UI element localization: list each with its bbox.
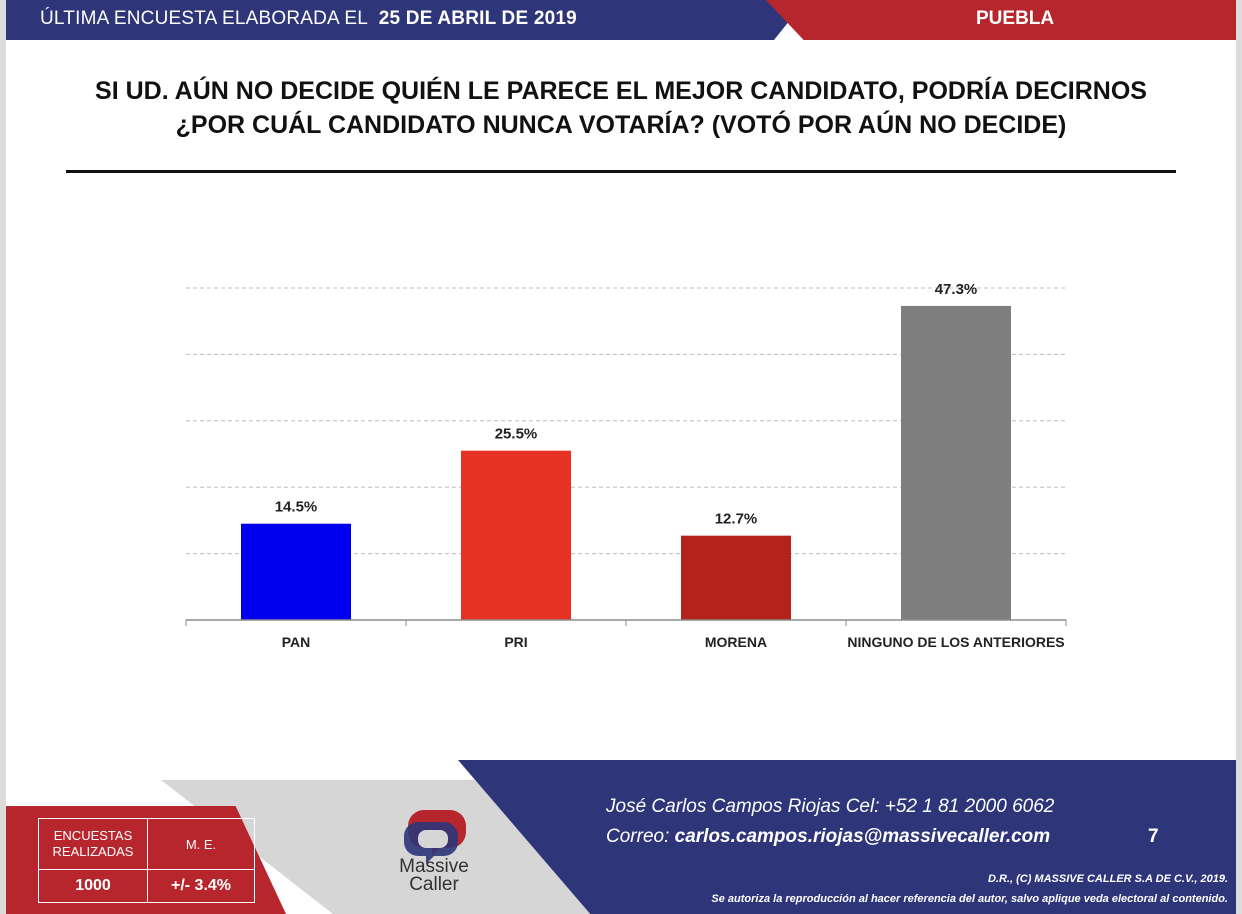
category-label-3: MORENA	[705, 634, 767, 650]
logo-word-massive: Massive	[399, 856, 469, 877]
survey-date-text: ÚLTIMA ENCUESTA ELABORADA EL 25 DE ABRIL…	[40, 8, 577, 30]
reproduction-notice: Se autoriza la reproducción al hacer ref…	[711, 893, 1228, 905]
state-label: PUEBLA	[976, 8, 1055, 29]
data-label-1: 14.5%	[275, 499, 318, 516]
header-band-red	[766, 0, 1236, 40]
margin-error-header: M. E.	[147, 818, 255, 870]
data-label-2: 25.5%	[495, 426, 538, 443]
survey-stats-table: ENCUESTAS REALIZADAS M. E. 1000 +/- 3.4%	[38, 818, 255, 903]
surveys-header: ENCUESTAS REALIZADAS	[38, 818, 148, 870]
page-number: 7	[1148, 826, 1159, 847]
question-title: SI UD. AÚN NO DECIDE QUIÉN LE PARECE EL …	[46, 74, 1196, 142]
survey-date: 25 DE ABRIL DE 2019	[378, 8, 577, 29]
footer-band-blue	[458, 760, 1236, 914]
bar-chart: 14.5% 25.5% 12.7% 47.3% PAN PRI MORENA NINGUNO…	[185, 281, 1067, 650]
title-divider	[66, 170, 1176, 173]
axis-layer: PAN PRI MORENA NINGUNO DE LOS ANTERIORES	[185, 619, 1067, 650]
email-address: carlos.campos.riojas@massivecaller.com	[674, 826, 1051, 847]
bar-pan	[241, 523, 351, 620]
margin-error-value: +/- 3.4%	[147, 869, 255, 903]
bar-ninguno-de-los-anteriores	[901, 305, 1011, 620]
surveys-header-line-1: ENCUESTAS	[53, 828, 133, 843]
question-title-line-2: ¿POR CUÁL CANDIDATO NUNCA VOTARÍA? (VOTÓ…	[175, 111, 1067, 139]
email-label: Correo:	[606, 826, 670, 847]
slide: ÚLTIMA ENCUESTA ELABORADA EL 25 DE ABRIL…	[6, 0, 1236, 914]
bar-morena	[681, 535, 791, 620]
data-label-3: 12.7%	[715, 511, 758, 528]
surveys-header-line-2: REALIZADAS	[52, 844, 134, 859]
question-title-line-1: SI UD. AÚN NO DECIDE QUIÉN LE PARECE EL …	[95, 77, 1147, 105]
contact-phone: José Carlos Campos Riojas Cel: +52 1 81 …	[606, 796, 1055, 817]
bars-layer: 14.5% 25.5% 12.7% 47.3%	[241, 281, 1011, 620]
survey-date-prefix: ÚLTIMA ENCUESTA ELABORADA EL	[40, 8, 368, 29]
data-label-4: 47.3%	[935, 281, 978, 298]
bar-pri	[461, 450, 571, 620]
category-label-4: NINGUNO DE LOS ANTERIORES	[847, 634, 1064, 650]
massive-caller-logo-icon	[404, 810, 466, 864]
contact-email-line: Correo: carlos.campos.riojas@massivecall…	[606, 826, 1050, 848]
copyright-text: D.R., (C) MASSIVE CALLER S.A DE C.V., 20…	[987, 873, 1228, 885]
category-label-1: PAN	[282, 634, 311, 650]
header-band-blue	[6, 0, 806, 40]
logo-word-caller: Caller	[409, 874, 459, 895]
category-label-2: PRI	[504, 634, 527, 650]
surveys-value: 1000	[38, 869, 148, 903]
